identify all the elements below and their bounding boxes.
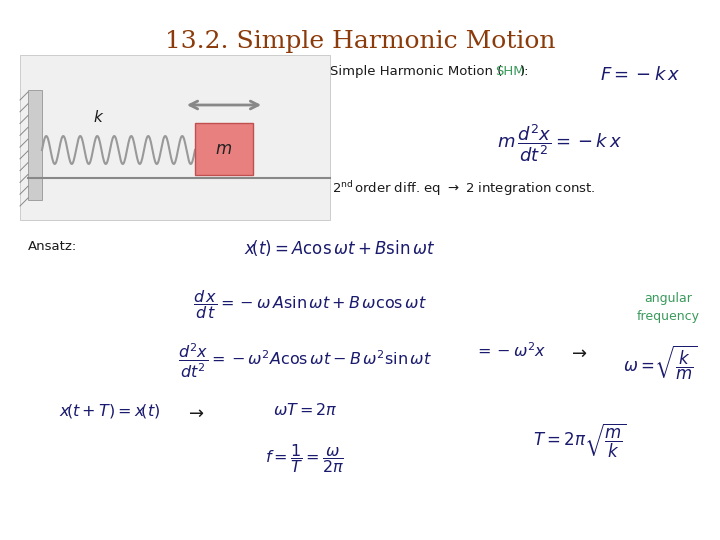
Text: $\omega T=2\pi$: $\omega T=2\pi$ — [273, 402, 338, 419]
Text: 13.2. Simple Harmonic Motion: 13.2. Simple Harmonic Motion — [165, 30, 555, 53]
Text: $\omega=\!\sqrt{\dfrac{k}{m}}$: $\omega=\!\sqrt{\dfrac{k}{m}}$ — [623, 344, 697, 382]
Text: $k$: $k$ — [93, 109, 104, 125]
Text: $m\,\dfrac{d^{2}x}{dt^{2}}=-k\,x$: $m\,\dfrac{d^{2}x}{dt^{2}}=-k\,x$ — [498, 122, 623, 164]
Text: ):: ): — [520, 65, 529, 78]
Text: SHM: SHM — [495, 65, 525, 78]
FancyBboxPatch shape — [20, 55, 330, 220]
Text: $\dfrac{d^{2}x}{dt^{2}}=-\omega^{2}A\cos\omega t-B\,\omega^{2}\sin\omega t$: $\dfrac{d^{2}x}{dt^{2}}=-\omega^{2}A\cos… — [178, 342, 432, 380]
Text: Ansatz:: Ansatz: — [28, 240, 77, 253]
Text: $2^{\rm nd}$: $2^{\rm nd}$ — [332, 180, 354, 196]
Text: $=-\omega^{2}x$: $=-\omega^{2}x$ — [474, 342, 546, 361]
Text: $F=-k\,x$: $F=-k\,x$ — [600, 66, 680, 84]
Text: $x\!\left(t\right)=A\cos\omega t+B\sin\omega t$: $x\!\left(t\right)=A\cos\omega t+B\sin\o… — [244, 238, 436, 258]
Text: $x\!\left(t+T\right)=x\!\left(t\right)$: $x\!\left(t+T\right)=x\!\left(t\right)$ — [59, 402, 161, 420]
Text: $T=2\pi\sqrt{\dfrac{m}{k}}$: $T=2\pi\sqrt{\dfrac{m}{k}}$ — [533, 422, 627, 461]
Text: $\rightarrow$: $\rightarrow$ — [185, 404, 204, 422]
Text: $\rightarrow$: $\rightarrow$ — [568, 344, 588, 362]
Text: $m$: $m$ — [215, 140, 233, 158]
Text: order diff. eq $\rightarrow$ 2 integration const.: order diff. eq $\rightarrow$ 2 integrati… — [350, 180, 595, 197]
Text: angular
frequency: angular frequency — [636, 292, 700, 323]
Text: $\dfrac{d\,x}{d\,t}=-\omega\,A\sin\omega t+B\,\omega\cos\omega t$: $\dfrac{d\,x}{d\,t}=-\omega\,A\sin\omega… — [193, 288, 427, 321]
Bar — [195, 123, 253, 175]
Bar — [28, 90, 42, 200]
Text: Simple Harmonic Motion (: Simple Harmonic Motion ( — [330, 65, 503, 78]
Text: $f=\dfrac{1}{T}=\dfrac{\omega}{2\pi}$: $f=\dfrac{1}{T}=\dfrac{\omega}{2\pi}$ — [266, 442, 345, 475]
